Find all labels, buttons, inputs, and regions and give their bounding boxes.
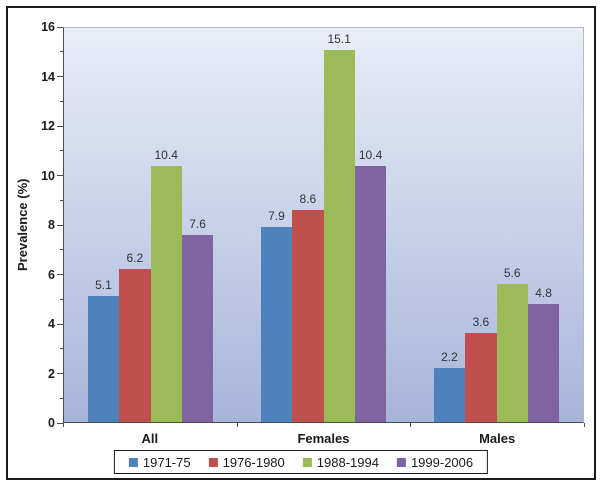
bar-value-label: 7.9: [268, 209, 285, 224]
bar-value-label: 15.1: [327, 32, 351, 47]
bar-value-label: 8.6: [299, 192, 317, 207]
y-minor-tick: [60, 100, 63, 102]
chart-frame: Prevalence (%) 5.1 6.2 10.4 7.6 7.9 8.6 15.1 10…: [6, 6, 596, 480]
y-major-tick: [57, 224, 63, 226]
y-major-tick: [57, 274, 63, 275]
bar: 5.6: [496, 266, 528, 422]
y-major-tick: [57, 125, 63, 127]
legend-label: 1999-2006: [410, 454, 474, 470]
bar: 7.6: [181, 217, 214, 422]
x-boundary-tick: [63, 423, 64, 427]
bar: 15.1: [323, 32, 355, 422]
bar-value-label: 4.8: [535, 285, 552, 300]
y-tick-label: 0: [48, 416, 55, 430]
y-major-tick: [57, 26, 63, 28]
bar-value-label: 10.4: [154, 147, 178, 162]
legend-swatch: [302, 457, 312, 467]
legend-item: 1976-1980: [208, 454, 285, 470]
category-label: Females: [297, 431, 350, 446]
bar-group-males: 2.2 3.6 5.6 4.8: [410, 28, 583, 422]
y-tick-label: 6: [48, 267, 55, 282]
bar: 10.4: [354, 148, 387, 422]
y-minor-tick: [60, 298, 63, 300]
legend-swatch: [208, 457, 218, 467]
y-minor-tick: [60, 51, 63, 53]
bar-value-label: 7.6: [189, 216, 206, 231]
y-minor-tick: [60, 397, 63, 399]
legend-label: 1976-1980: [222, 454, 285, 470]
y-tick-label: 4: [48, 317, 55, 331]
plot-area: 5.1 6.2 10.4 7.6 7.9 8.6 15.1 10.4 2.2 3.6 5.6 4.8: [63, 27, 584, 423]
bar: 5.1: [87, 278, 120, 422]
legend-item: 1988-1994: [302, 454, 379, 470]
legend-label: 1971-75: [142, 454, 191, 470]
y-tick-label: 8: [48, 218, 55, 232]
bar: 6.2: [119, 251, 151, 422]
category-label: All: [141, 431, 159, 446]
y-minor-tick: [60, 199, 63, 201]
bar-value-label: 5.6: [503, 266, 521, 281]
bar: 8.6: [292, 192, 324, 422]
bar-value-label: 5.1: [95, 278, 112, 293]
bar-value-label: 2.2: [441, 349, 458, 364]
y-tick-label: 16: [41, 20, 55, 34]
y-major-tick: [57, 76, 63, 77]
y-minor-tick: [60, 348, 63, 350]
bar: 3.6: [465, 315, 497, 422]
bar-group-females: 7.9 8.6 15.1 10.4: [237, 28, 410, 422]
x-boundary-tick: [236, 423, 238, 427]
y-tick-label: 12: [41, 119, 55, 133]
y-tick-label: 10: [41, 168, 55, 183]
y-major-tick: [57, 422, 63, 424]
bar: 10.4: [150, 148, 182, 422]
bar-value-label: 3.6: [472, 315, 490, 330]
bar: 4.8: [527, 286, 560, 422]
y-major-tick: [57, 323, 63, 325]
x-boundary-tick: [410, 423, 412, 427]
x-boundary-tick: [584, 423, 585, 427]
y-tick-label: 14: [41, 69, 55, 84]
legend-item: 1971-75: [128, 454, 191, 470]
legend-item: 1999-2006: [396, 454, 474, 470]
legend-label: 1988-1994: [316, 454, 379, 470]
y-tick-label: 2: [48, 366, 55, 381]
bar-value-label: 10.4: [358, 147, 383, 162]
y-minor-tick: [60, 249, 63, 251]
y-minor-tick: [60, 150, 63, 152]
category-label: Males: [479, 431, 516, 446]
legend: 1971-75 1976-1980 1988-1994 1999-2006: [113, 450, 489, 474]
legend-swatch: [396, 457, 406, 467]
bar: 2.2: [433, 350, 466, 422]
bar-value-label: 6.2: [126, 251, 144, 266]
bar-group-all: 5.1 6.2 10.4 7.6: [64, 28, 237, 422]
y-major-tick: [57, 175, 63, 176]
bars-layer: 5.1 6.2 10.4 7.6 7.9 8.6 15.1 10.4 2.2 3.6 5.6 4.8: [64, 28, 583, 422]
bar: 7.9: [260, 209, 293, 422]
legend-swatch: [128, 457, 138, 467]
y-major-tick: [57, 373, 63, 374]
